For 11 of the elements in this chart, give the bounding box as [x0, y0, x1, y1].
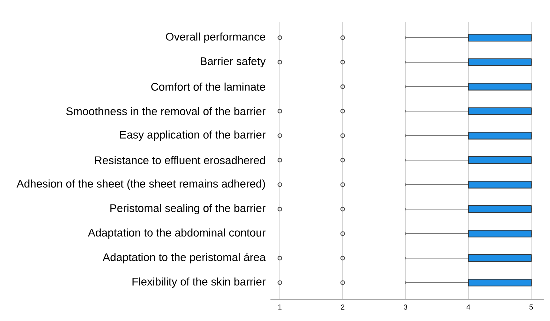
y-tick-label: Smoothness in the removal of the barrier	[66, 107, 266, 116]
y-tick-label: Resistance to effluent erosadhered	[95, 156, 266, 164]
y-tick-label: Adaptation to the abdominal contour	[88, 228, 266, 240]
y-tick-label: Adaptation to the peristomal área	[102, 253, 266, 264]
y-tick-label: Barrier safety	[201, 57, 266, 68]
y-tick-label: Adhesion of the sheet (the sheet remains adhered)	[16, 180, 266, 190]
y-tick-label: Comfort of the laminate	[152, 82, 266, 91]
y-tick-label: Flexibility of the skin barrier	[132, 278, 266, 288]
y-tick-label: Overall performance	[166, 32, 266, 44]
y-tick-label: Peristomal sealing of the barrier	[110, 204, 266, 215]
y-tick-label: Easy application of the barrier	[120, 130, 266, 142]
